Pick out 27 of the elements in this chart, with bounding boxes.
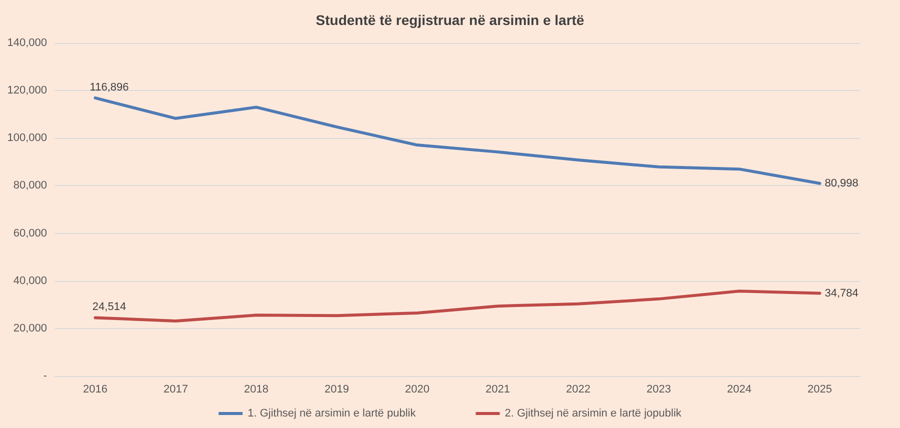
data-label: 80,998	[824, 177, 858, 190]
y-tick-label: 40,000	[13, 274, 47, 287]
y-tick-label: 20,000	[13, 322, 47, 334]
x-tick-label: 2025	[808, 384, 832, 396]
x-tick-label: 2020	[405, 384, 430, 396]
x-tick-label: 2021	[486, 384, 510, 396]
y-tick-label: 80,000	[13, 180, 47, 192]
chart-title: Studentë të regjistruar në arsimin e lartë	[316, 12, 584, 28]
legend-label: 1. Gjithsej në arsimin e lartë publik	[248, 408, 416, 420]
y-tick-label: -	[43, 370, 48, 382]
data-label: 116,896	[90, 81, 129, 94]
line-series	[94, 96, 822, 185]
x-tick-label: 2024	[727, 384, 752, 396]
x-tick-label: 2016	[83, 384, 108, 396]
legend-label: 2. Gjithsej në arsimin e lartë jopublik	[504, 408, 682, 420]
x-tick-label: 2023	[646, 384, 671, 396]
y-tick-label: 120,000	[7, 84, 47, 97]
x-tick-label: 2018	[244, 384, 268, 396]
y-tick-label: 60,000	[13, 227, 47, 240]
x-tick-label: 2019	[324, 384, 349, 396]
data-label: 34,784	[824, 287, 858, 300]
line-series	[94, 290, 822, 323]
x-tick-label: 2017	[164, 384, 188, 396]
data-label: 24,514	[92, 301, 126, 314]
y-tick-label: 140,000	[7, 37, 47, 49]
x-tick-label: 2022	[566, 384, 590, 396]
y-tick-label: 100,000	[7, 132, 47, 144]
